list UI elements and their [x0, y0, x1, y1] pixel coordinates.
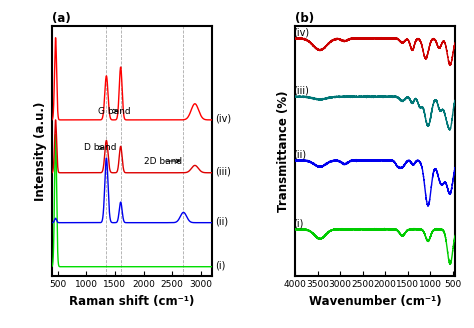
- Text: (ii): (ii): [215, 216, 228, 226]
- Text: (iii): (iii): [215, 166, 231, 176]
- Y-axis label: Intensity (a.u.): Intensity (a.u.): [34, 101, 46, 200]
- Text: G band: G band: [98, 107, 130, 115]
- Text: (b): (b): [295, 12, 314, 25]
- Text: (ii): (ii): [293, 149, 306, 159]
- Text: (i): (i): [293, 218, 303, 229]
- X-axis label: Raman shift (cm⁻¹): Raman shift (cm⁻¹): [69, 295, 195, 308]
- Text: (iv): (iv): [215, 113, 231, 123]
- Text: (i): (i): [215, 260, 225, 270]
- Text: D band: D band: [83, 143, 116, 152]
- Y-axis label: Transmittance (%): Transmittance (%): [277, 90, 290, 212]
- Text: (a): (a): [52, 12, 71, 25]
- Text: 2D band: 2D band: [144, 156, 182, 166]
- Text: (iii): (iii): [293, 86, 309, 96]
- X-axis label: Wavenumber (cm⁻¹): Wavenumber (cm⁻¹): [309, 295, 441, 308]
- Text: (iv): (iv): [293, 27, 309, 37]
